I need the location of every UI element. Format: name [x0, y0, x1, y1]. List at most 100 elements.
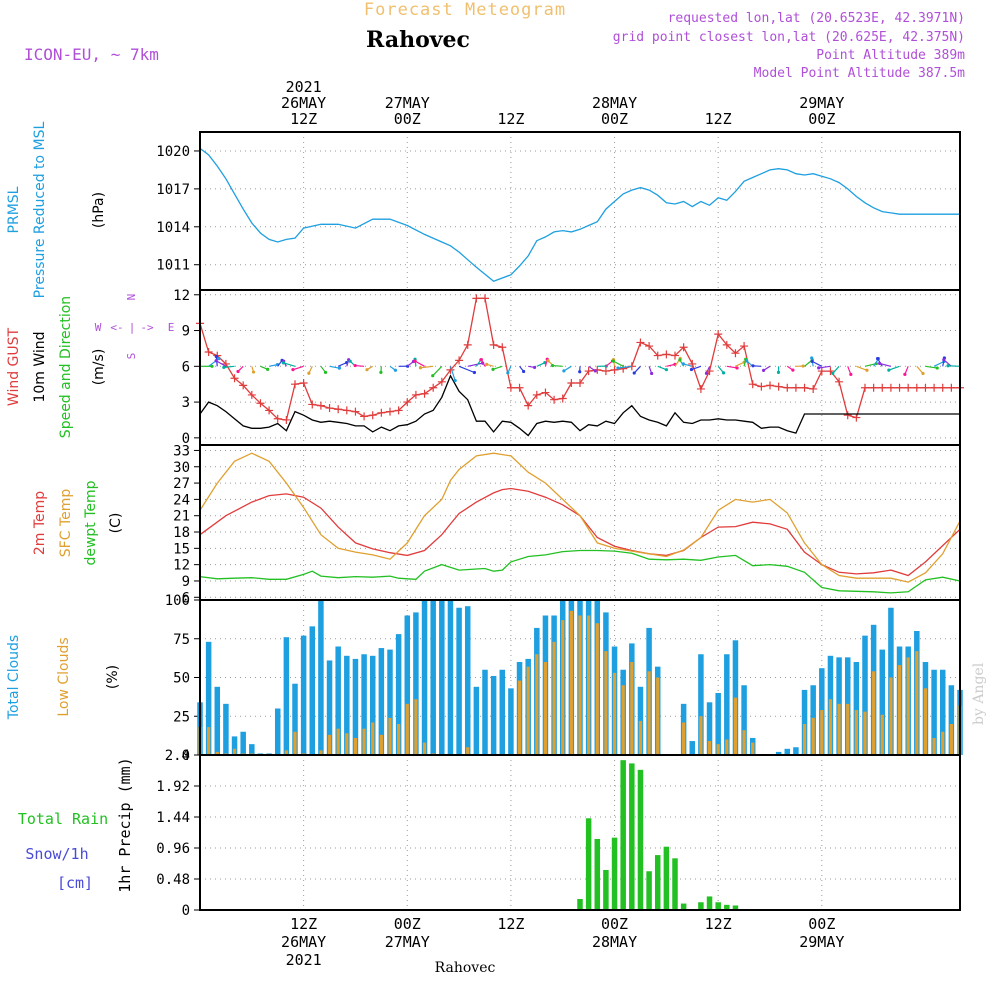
y-tick-label: 27 — [173, 476, 190, 492]
data-point — [498, 343, 507, 352]
data-point — [757, 382, 766, 391]
wind-arrow-head — [431, 374, 435, 378]
panel-label: Total Clouds — [6, 635, 22, 720]
time-label: 12Z — [290, 110, 317, 128]
wind-arrow — [691, 365, 702, 371]
data-point — [748, 380, 757, 389]
y-tick-label: 0 — [182, 748, 190, 764]
bar — [724, 904, 730, 910]
bar — [775, 751, 782, 755]
y-tick-label: 50 — [173, 671, 190, 687]
bar — [698, 654, 704, 755]
bar — [682, 722, 686, 755]
bar — [801, 689, 808, 755]
bar — [292, 683, 298, 755]
time-label: 12Z — [705, 915, 732, 933]
bar — [793, 747, 799, 755]
data-point — [550, 395, 559, 404]
wind-arrow — [449, 366, 456, 381]
series-line — [199, 374, 960, 437]
wind-arrow — [925, 365, 938, 369]
bar — [689, 741, 696, 755]
panel-label: (m/s) — [91, 349, 107, 386]
time-label: 26MAY — [281, 933, 326, 951]
bar — [863, 711, 867, 755]
bar — [214, 686, 221, 755]
time-label: 28MAY — [592, 933, 637, 951]
bar — [707, 741, 712, 755]
wind-arrow — [467, 362, 483, 367]
data-point — [886, 383, 895, 392]
data-point — [463, 340, 472, 349]
bar — [215, 751, 219, 755]
compass-letter: | — [129, 321, 136, 334]
grid-point-coords: grid point closest lon,lat (20.625E, 42.… — [613, 30, 965, 45]
bar — [741, 685, 747, 755]
y-tick-label: 9 — [182, 324, 190, 340]
data-point — [835, 377, 844, 386]
wind-arrow-head — [681, 362, 685, 366]
bar — [620, 760, 626, 910]
bar — [879, 649, 886, 755]
bar — [663, 846, 670, 910]
bar — [889, 677, 893, 755]
time-label: 28MAY — [592, 94, 637, 112]
bar — [223, 703, 229, 755]
y-tick-label: 18 — [173, 525, 190, 541]
bar — [932, 737, 936, 755]
bar — [482, 669, 488, 755]
wind-arrow-head — [865, 368, 869, 372]
bar — [422, 742, 427, 755]
wind-arrow-head — [532, 365, 537, 370]
wind-arrow-head — [810, 359, 814, 363]
bar — [240, 731, 246, 755]
bar — [300, 635, 307, 755]
compass-letter: S — [125, 353, 138, 360]
bar — [715, 693, 721, 755]
wind-arrow-head — [831, 371, 835, 376]
data-point — [411, 390, 420, 399]
wind-arrow-head — [472, 370, 477, 375]
y-tick-label: 3 — [182, 395, 190, 411]
data-point — [342, 406, 351, 415]
panel-label: Pressure Reduced to MSL — [32, 121, 48, 298]
bar — [388, 717, 392, 755]
wind-arrow-head — [593, 369, 597, 373]
bar — [941, 731, 945, 755]
wind-arrow-head — [935, 366, 939, 370]
data-point — [567, 379, 576, 387]
bar — [715, 902, 721, 910]
data-point — [576, 379, 584, 387]
y-tick-label: 6 — [182, 590, 190, 606]
y-tick-label: 0.48 — [156, 872, 190, 888]
time-label: 00Z — [601, 110, 628, 128]
wind-arrow-head — [751, 364, 755, 368]
wind-arrow-head — [735, 366, 739, 370]
panel-label: [cm] — [57, 874, 93, 892]
bar — [862, 635, 868, 755]
bar — [439, 600, 445, 755]
time-label: 12Z — [497, 110, 524, 128]
bar — [526, 666, 530, 755]
series-dewpt-temp — [199, 549, 961, 594]
bar — [326, 660, 333, 755]
bar — [466, 747, 470, 755]
series-line — [199, 549, 961, 594]
data-point — [731, 349, 740, 358]
wind-arrow-head — [875, 356, 880, 361]
location-title: Rahovec — [366, 27, 470, 53]
wind-compass: W <- | -> E N S — [95, 294, 175, 360]
wind-arrow-head — [689, 367, 694, 372]
wind-arrow — [420, 365, 434, 369]
y-tick-label: 1020 — [156, 144, 190, 160]
model-label: ICON-EU, ~ 7km — [24, 45, 159, 64]
wind-arrow-head — [413, 359, 417, 363]
wind-arrow-head — [704, 371, 709, 375]
data-point — [481, 294, 489, 303]
data-point — [325, 404, 334, 413]
y-tick-label: 12 — [173, 558, 190, 574]
wind-arrow-head — [453, 379, 457, 383]
wind-arrow-head — [650, 371, 654, 376]
data-point — [843, 411, 852, 420]
bar — [742, 730, 746, 755]
